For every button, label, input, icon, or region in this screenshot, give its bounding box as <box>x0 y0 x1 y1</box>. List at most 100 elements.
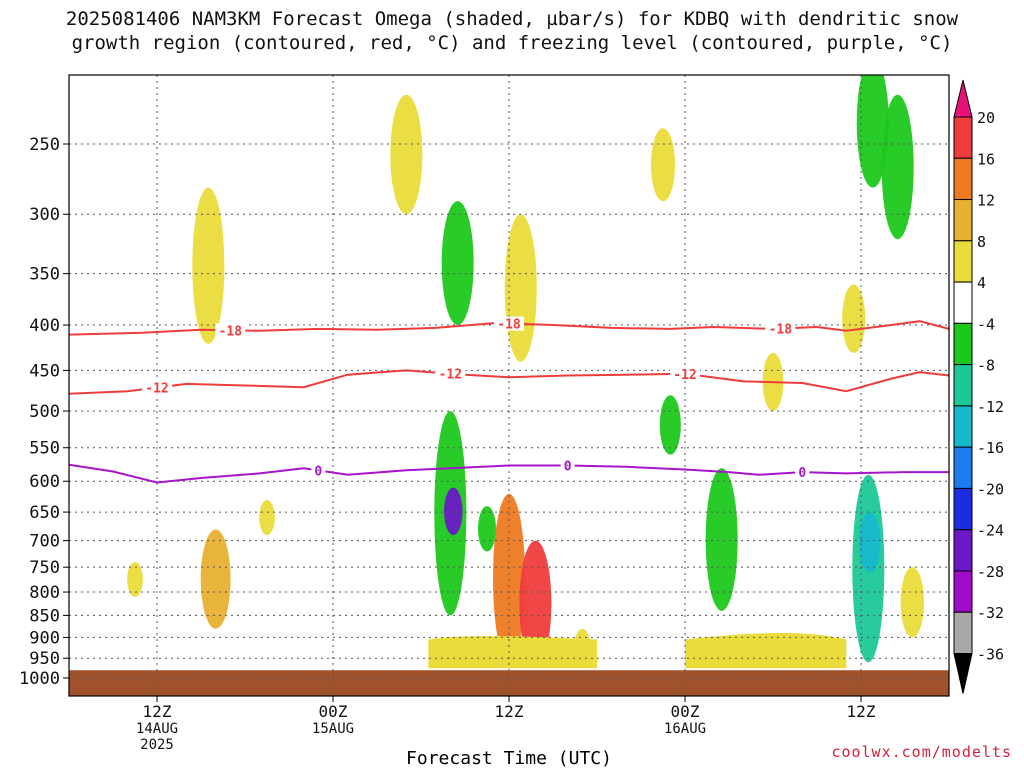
colorbar-label: -28 <box>977 563 1004 581</box>
y-axis: 2503003504004505005506006507007508008509… <box>19 135 69 689</box>
y-tick-label: 600 <box>29 472 60 492</box>
contour-lines: -18 -18 -18 -12 -12 -12 0 0 0 <box>69 316 949 484</box>
colorbar-label: -12 <box>977 398 1004 416</box>
omega-blob <box>842 284 866 353</box>
y-tick-label: 500 <box>29 402 60 422</box>
x-tick-label: 00Z <box>671 702 700 721</box>
colorbar-top-arrow <box>953 79 973 118</box>
colorbar-segment <box>953 116 973 159</box>
x-tick-label: 12Z <box>143 702 172 721</box>
y-tick-label: 700 <box>29 532 60 552</box>
contour-line <box>69 369 949 395</box>
colorbar-segment <box>953 570 973 613</box>
y-tick-label: 350 <box>29 265 60 285</box>
y-tick-label: 250 <box>29 135 60 155</box>
contour-label-bg <box>765 321 796 336</box>
colorbar-segment <box>953 487 973 531</box>
omega-blob <box>441 201 474 326</box>
omega-blob <box>859 512 881 573</box>
colorbar-segment <box>953 199 973 242</box>
omega-blob <box>504 214 537 362</box>
omega-blob <box>856 75 889 188</box>
omega-blob <box>659 395 681 455</box>
colorbar-segment <box>953 322 973 366</box>
x-tick-label: 16AUG <box>664 721 706 737</box>
colorbar-segment <box>953 529 973 572</box>
contour-label: -12 <box>673 368 696 383</box>
colorbar-label: -8 <box>977 357 995 375</box>
omega-blob <box>390 94 423 215</box>
colorbar-label: 16 <box>977 150 995 168</box>
contour-label-bg <box>494 316 524 331</box>
x-tick-label: 14AUG <box>136 721 178 737</box>
colorbar-segment <box>953 240 973 283</box>
y-tick-label: 750 <box>29 558 60 578</box>
colorbar-label: -24 <box>977 522 1004 540</box>
grid-lines <box>69 75 949 696</box>
omega-blob <box>478 506 496 552</box>
colorbar-segment <box>953 405 973 448</box>
omega-shading <box>127 75 925 669</box>
contour-label-bg <box>795 465 810 480</box>
y-tick-label: 450 <box>29 361 60 381</box>
contour-label-bg <box>142 380 172 395</box>
colorbar-bottom-arrow <box>953 653 973 694</box>
omega-blob <box>444 487 463 536</box>
y-tick-label: 650 <box>29 503 60 523</box>
x-tick-label: 12Z <box>495 702 524 721</box>
chart-title-line-1: 2025081406 NAM3KM Forecast Omega (shaded… <box>65 8 959 30</box>
omega-blob <box>519 540 552 667</box>
colorbar-label: 8 <box>977 233 986 251</box>
y-tick-label: 800 <box>29 583 60 603</box>
y-tick-label: 1000 <box>19 669 60 689</box>
x-tick-label: 15AUG <box>312 721 354 737</box>
contour-label: -18 <box>769 323 793 338</box>
y-tick-label: 400 <box>29 316 60 336</box>
contour-label-bg <box>435 366 466 381</box>
contour-label: 0 <box>564 460 572 475</box>
contour-label: -18 <box>497 318 521 333</box>
colorbar-label: -36 <box>977 646 1004 664</box>
omega-low-level-band <box>685 632 847 669</box>
x-tick-label: 2025 <box>140 737 174 753</box>
ground-layer <box>69 670 949 696</box>
colorbar-segment <box>953 611 973 655</box>
contour-label-bg <box>311 463 326 478</box>
x-tick-label: 00Z <box>319 702 348 721</box>
omega-blob <box>192 187 225 344</box>
contour-label-bg <box>670 366 700 381</box>
contour-label: 0 <box>798 466 806 481</box>
omega-blob <box>200 529 231 629</box>
y-tick-label: 950 <box>29 649 60 669</box>
y-tick-label: 550 <box>29 439 60 459</box>
credit-link[interactable]: coolwx.com/modelts <box>831 743 1012 761</box>
colorbar-segment <box>953 157 973 201</box>
omega-blob <box>259 500 275 536</box>
contour-label: -12 <box>439 368 462 383</box>
contour-label: -18 <box>219 324 243 339</box>
colorbar-label: -16 <box>977 439 1004 457</box>
omega-blob <box>881 94 914 240</box>
omega-blob <box>705 468 738 611</box>
x-axis-label: Forecast Time (UTC) <box>406 748 612 768</box>
omega-low-level-band <box>428 636 597 669</box>
omega-blob <box>650 128 676 202</box>
contour-line <box>69 320 949 336</box>
colorbar: 20 16 12 8 4 -4 -8 -12 -16 -20 -24 -28 -32 -36 <box>953 79 1004 694</box>
y-tick-label: 300 <box>29 205 60 225</box>
colorbar-label: -4 <box>977 315 995 333</box>
colorbar-label: 12 <box>977 192 995 210</box>
contour-label: -12 <box>145 382 168 397</box>
contour-line <box>69 463 949 484</box>
omega-blob <box>127 562 143 597</box>
colorbar-label: 4 <box>977 274 986 292</box>
x-tick-label: 12Z <box>847 702 876 721</box>
chart-title-line-2: growth region (contoured, red, °C) and f… <box>71 32 953 54</box>
colorbar-label: -32 <box>977 604 1004 622</box>
colorbar-segment <box>953 446 973 489</box>
colorbar-label: -20 <box>977 480 1004 498</box>
omega-blob <box>900 567 925 638</box>
omega-blob <box>493 493 525 663</box>
